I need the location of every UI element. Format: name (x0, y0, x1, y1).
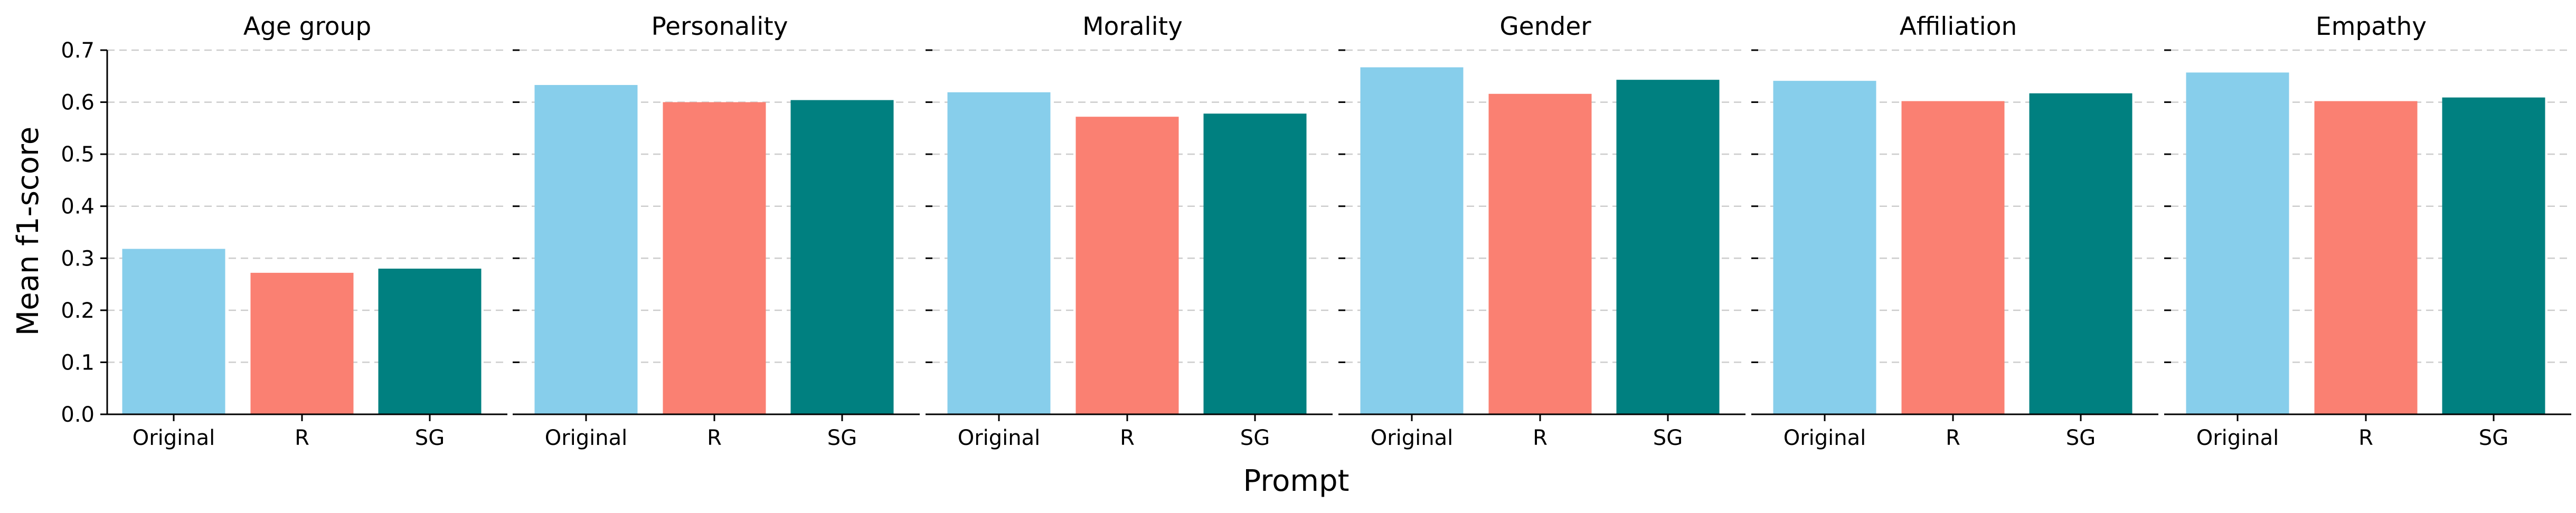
bar-sg (378, 269, 482, 414)
y-tick-label: 0.6 (61, 91, 95, 115)
x-tick-label: Original (1371, 426, 1454, 450)
panel-age-group: 0.0 0.1 0.2 0.3 0.4 0.5 0.6 0.7 Original R SG Age g… (61, 12, 507, 450)
bar-r (1901, 101, 2005, 415)
x-tick-label: R (1533, 426, 1548, 450)
panel-personality: Original R SG Personality (513, 12, 920, 450)
bar-original (1773, 81, 1876, 414)
panel-title: Personality (651, 12, 788, 41)
panel-title: Affiliation (1900, 12, 2017, 41)
x-tick-label: R (707, 426, 722, 450)
y-axis-label: Mean f1-score (11, 127, 45, 336)
bar-r (1075, 117, 1179, 414)
bar-sg (2029, 93, 2132, 415)
bar-original (122, 249, 225, 414)
y-tick-label: 0.4 (61, 195, 95, 219)
x-tick-label: Original (1784, 426, 1866, 450)
x-tick-label: Original (133, 426, 215, 450)
y-tick-label: 0.5 (61, 142, 95, 167)
bar-original (947, 92, 1051, 415)
y-tick-label: 0.7 (61, 39, 95, 63)
bar-r (250, 272, 354, 414)
x-tick-label: Original (2196, 426, 2279, 450)
x-tick-label: R (1946, 426, 1960, 450)
bar-sg (1203, 113, 1307, 414)
panel-title: Empathy (2316, 12, 2427, 41)
x-tick-label: SG (2479, 426, 2508, 450)
bar-r (663, 102, 766, 415)
bar-sg (1616, 80, 1720, 414)
y-tick-label: 0.3 (61, 246, 95, 271)
panel-empathy: Original R SG Empathy (2164, 12, 2571, 450)
x-tick-label: SG (415, 426, 445, 450)
y-tick-label: 0.0 (61, 403, 95, 427)
x-tick-label: R (1120, 426, 1135, 450)
bar-sg (790, 100, 894, 415)
x-tick-label: SG (827, 426, 857, 450)
x-tick-label: Original (545, 426, 628, 450)
x-tick-label: SG (1240, 426, 1270, 450)
panel-morality: Original R SG Morality (926, 12, 1333, 450)
bar-original (534, 85, 638, 415)
x-tick-label: Original (958, 426, 1041, 450)
bar-sg (2442, 97, 2545, 414)
bar-r (2314, 101, 2418, 415)
bar-original (2186, 72, 2289, 414)
x-axis-label: Prompt (1243, 464, 1350, 498)
panel-affiliation: Original R SG Affiliation (1751, 12, 2158, 450)
x-tick-label: SG (1653, 426, 1683, 450)
bar-r (1488, 93, 1592, 415)
panel-title: Age group (243, 12, 371, 41)
panel-gender: Original R SG Gender (1338, 12, 1745, 450)
x-tick-label: SG (2066, 426, 2096, 450)
bar-original (1360, 67, 1464, 415)
x-tick-label: R (2358, 426, 2373, 450)
y-tick-label: 0.2 (61, 299, 95, 323)
panel-title: Gender (1499, 12, 1591, 41)
panel-title: Morality (1082, 12, 1183, 41)
x-tick-label: R (295, 426, 309, 450)
y-tick-label: 0.1 (61, 350, 95, 375)
